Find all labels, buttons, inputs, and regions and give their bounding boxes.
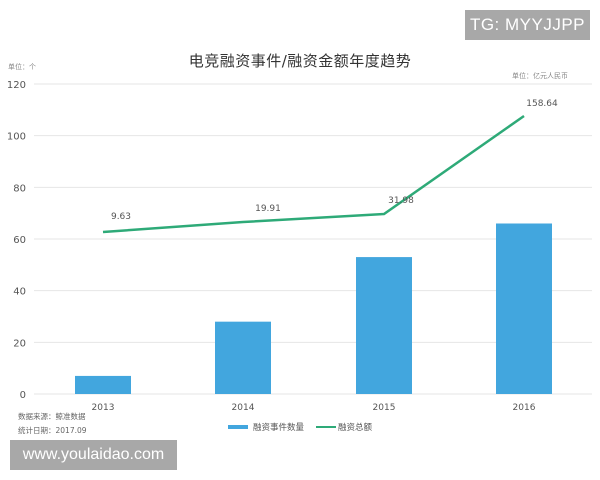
bar[interactable] <box>75 375 131 394</box>
y-tick-label: 80 <box>13 183 26 194</box>
x-tick-label: 2013 <box>92 403 115 413</box>
y-tick-label: 0 <box>20 390 26 401</box>
legend-label: 融资事件数量 <box>253 423 305 433</box>
x-tick-label: 2015 <box>373 403 396 413</box>
watermark-site: www.youlaidao.com <box>10 440 177 470</box>
y-tick-label: 100 <box>7 132 26 143</box>
y-axis-ticks: 0 20 40 60 80 100 120 <box>7 80 26 401</box>
y-tick-label: 60 <box>13 235 26 246</box>
trend-line[interactable] <box>102 114 525 234</box>
chart-title: 电竞融资事件/融资金额年度趋势 <box>188 52 412 70</box>
legend-label: 融资总额 <box>338 423 373 433</box>
y-tick-label: 120 <box>7 80 26 91</box>
line-data-label: 158.64 <box>526 99 558 109</box>
legend-item-line[interactable]: 融资总额 <box>316 421 372 433</box>
data-source-note: 数据来源：鲸准数据 统计日期：2017.09 <box>18 410 87 438</box>
bar[interactable] <box>496 223 552 395</box>
legend: 融资事件数量 融资总额 <box>228 421 384 433</box>
y-tick-label: 40 <box>13 287 26 298</box>
watermark-tg: TG: MYYJJPP <box>465 10 590 40</box>
date-text: 统计日期：2017.09 <box>18 426 87 435</box>
bar-series <box>75 223 552 395</box>
bar-swatch-icon <box>228 425 248 429</box>
source-text: 数据来源：鲸准数据 <box>18 412 86 421</box>
bar[interactable] <box>356 257 412 394</box>
x-tick-label: 2016 <box>513 403 536 413</box>
y-tick-label: 20 <box>13 338 26 349</box>
line-data-label: 9.63 <box>111 212 131 222</box>
x-axis-ticks: 2013 2014 2015 2016 <box>92 403 536 413</box>
line-data-label: 19.91 <box>255 204 281 214</box>
right-axis-unit: 单位：亿元人民币 <box>512 72 568 80</box>
line-data-label: 31.98 <box>388 196 414 206</box>
left-axis-unit: 单位：个 <box>8 63 36 71</box>
line-swatch-icon <box>316 426 337 428</box>
legend-item-bar[interactable]: 融资事件数量 <box>228 421 304 433</box>
line-series: 9.63 19.91 31.98 158.64 <box>102 99 558 234</box>
bar[interactable] <box>215 321 271 394</box>
x-tick-label: 2014 <box>232 403 255 413</box>
